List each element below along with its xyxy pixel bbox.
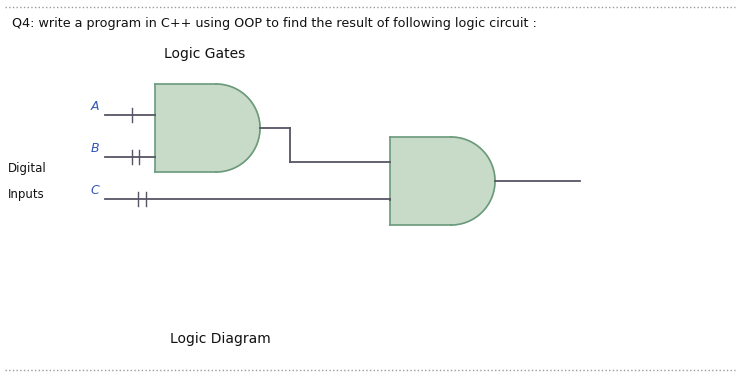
Text: Q4: write a program in C++ using OOP to find the result of following logic circu: Q4: write a program in C++ using OOP to … bbox=[12, 17, 537, 30]
Text: Inputs: Inputs bbox=[8, 188, 44, 201]
Text: Logic Diagram: Logic Diagram bbox=[169, 332, 270, 346]
Text: Digital: Digital bbox=[8, 162, 47, 176]
Text: B: B bbox=[91, 143, 99, 155]
Text: C: C bbox=[90, 184, 99, 198]
Text: Logic Gates: Logic Gates bbox=[164, 47, 246, 61]
Polygon shape bbox=[451, 137, 495, 225]
Polygon shape bbox=[216, 84, 260, 172]
Bar bbox=[155, 84, 216, 172]
Text: A: A bbox=[91, 101, 99, 113]
Bar bbox=[390, 137, 451, 225]
